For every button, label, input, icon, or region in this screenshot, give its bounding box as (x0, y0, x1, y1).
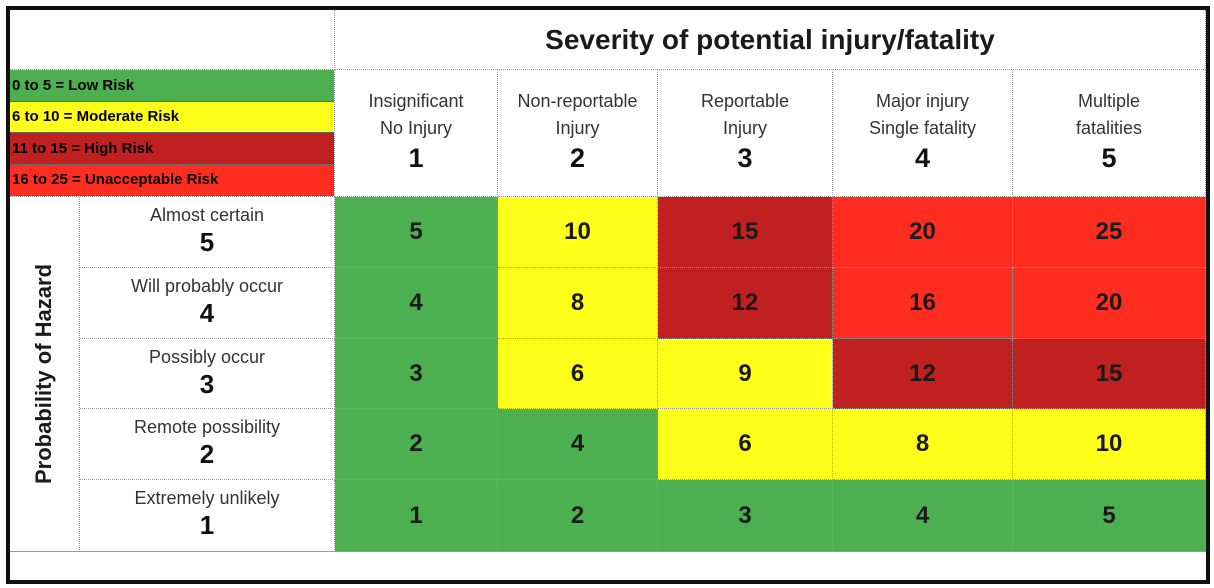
severity-header-4: Major injury Single fatality 4 (833, 70, 1013, 197)
risk-cell-r2-c5: 10 (1013, 409, 1206, 480)
corner-blank (10, 10, 335, 70)
severity-header-3: Reportable Injury 3 (658, 70, 833, 197)
severity-label-line-1: Reportable (700, 91, 790, 111)
risk-cell-r3-c5: 15 (1013, 339, 1206, 409)
probability-number: 1 (199, 510, 215, 540)
severity-number: 2 (569, 143, 586, 173)
risk-cell-r5-c3: 15 (658, 197, 833, 268)
probability-number: 2 (199, 439, 215, 469)
risk-cell-r3-c3: 9 (658, 339, 833, 409)
risk-cell-r3-c2: 6 (498, 339, 658, 409)
risk-matrix: Severity of potential injury/fatality 0 … (6, 6, 1210, 584)
risk-cell-r4-c4: 16 (833, 268, 1013, 339)
probability-label: Almost certain (149, 205, 265, 225)
severity-label-line-2: Single fatality (868, 118, 977, 138)
risk-cell-r1-c1: 1 (335, 480, 498, 552)
risk-matrix-grid: Severity of potential injury/fatality 0 … (10, 10, 1206, 552)
risk-cell-r4-c2: 8 (498, 268, 658, 339)
risk-cell-r1-c4: 4 (833, 480, 1013, 552)
risk-cell-r4-c3: 12 (658, 268, 833, 339)
probability-header-4: Will probably occur 4 (80, 268, 335, 339)
probability-label: Will probably occur (130, 276, 284, 296)
probability-number: 5 (199, 227, 215, 257)
legend-item-4: 16 to 25 = Unacceptable Risk (10, 164, 334, 196)
legend-item-1: 0 to 5 = Low Risk (10, 70, 334, 102)
severity-label-line-2: Injury (555, 118, 600, 138)
severity-label-line-1: Non-reportable (517, 91, 638, 111)
risk-cell-r2-c1: 2 (335, 409, 498, 480)
severity-label-line-1: Insignificant (368, 91, 464, 111)
risk-cell-r4-c1: 4 (335, 268, 498, 339)
footer-blank (10, 551, 1206, 580)
risk-cell-r3-c1: 3 (335, 339, 498, 409)
risk-cell-r1-c5: 5 (1013, 480, 1206, 552)
severity-number: 5 (1101, 143, 1117, 173)
risk-cell-r1-c3: 3 (658, 480, 833, 552)
risk-cell-r2-c3: 6 (658, 409, 833, 480)
risk-cell-r2-c4: 8 (833, 409, 1013, 480)
severity-number: 4 (914, 143, 931, 173)
risk-cell-r5-c5: 25 (1013, 197, 1206, 268)
probability-header-3: Possibly occur 3 (80, 339, 335, 409)
risk-cell-r5-c2: 10 (498, 197, 658, 268)
severity-label-line-2: Injury (722, 118, 767, 138)
severity-label-line-1: Major injury (875, 91, 970, 111)
probability-number: 3 (199, 369, 215, 399)
chart-title: Severity of potential injury/fatality (545, 23, 995, 55)
legend-item-3: 11 to 15 = High Risk (10, 133, 334, 165)
probability-label: Extremely unlikely (134, 488, 280, 508)
severity-header-5: Multiple fatalities 5 (1013, 70, 1206, 197)
risk-cell-r5-c4: 20 (833, 197, 1013, 268)
severity-number: 1 (408, 143, 424, 173)
risk-cell-r1-c2: 2 (498, 480, 658, 552)
probability-label: Possibly occur (148, 347, 266, 367)
probability-label: Remote possibility (133, 417, 281, 437)
severity-header-2: Non-reportable Injury 2 (498, 70, 658, 197)
risk-cell-r4-c5: 20 (1013, 268, 1206, 339)
risk-cell-r3-c4: 12 (833, 339, 1013, 409)
severity-label-line-1: Multiple (1077, 91, 1141, 111)
legend-item-2: 6 to 10 = Moderate Risk (10, 101, 334, 133)
probability-header-5: Almost certain 5 (80, 197, 335, 268)
risk-cell-r5-c1: 5 (335, 197, 498, 268)
severity-label-line-2: fatalities (1075, 118, 1143, 138)
risk-cell-r2-c2: 4 (498, 409, 658, 480)
probability-number: 4 (199, 298, 215, 328)
probability-header-1: Extremely unlikely 1 (80, 480, 335, 552)
severity-label-line-2: No Injury (379, 118, 453, 138)
y-axis-label-cell: Probability of Hazard (10, 197, 80, 552)
severity-header-1: Insignificant No Injury 1 (335, 70, 498, 197)
title-cell: Severity of potential injury/fatality (335, 10, 1206, 70)
probability-header-2: Remote possibility 2 (80, 409, 335, 480)
severity-number: 3 (737, 143, 753, 173)
legend: 0 to 5 = Low Risk 6 to 10 = Moderate Risk… (10, 70, 335, 197)
y-axis-label: Probability of Hazard (31, 263, 57, 485)
